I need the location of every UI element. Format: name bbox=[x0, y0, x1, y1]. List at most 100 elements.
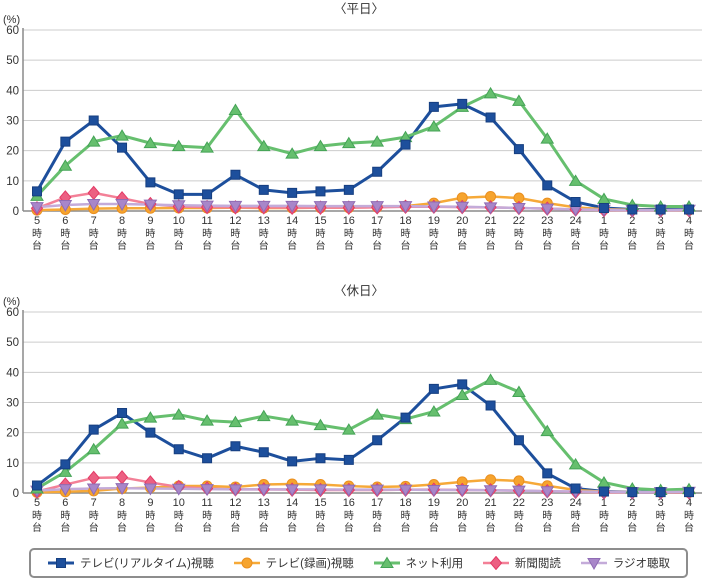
x-tick-hour: 15 bbox=[314, 215, 326, 227]
x-tick-hour: 23 bbox=[541, 215, 553, 227]
x-tick-dai: 台 bbox=[486, 239, 496, 252]
x-tick-dai: 台 bbox=[145, 239, 155, 252]
weekday-chart: 〈平日〉(%)01020304050605時台6時台7時台8時台9時台10時台1… bbox=[3, 2, 702, 252]
legend-item-tv-recorded: テレビ(録画)視聴 bbox=[233, 555, 354, 571]
legend-item-radio: ラジオ聴取 bbox=[580, 555, 670, 571]
y-tick-label: 30 bbox=[6, 116, 19, 128]
data-point-marker bbox=[230, 169, 241, 180]
legend-label: テレビ(リアルタイム)視聴 bbox=[80, 558, 214, 570]
data-point-marker bbox=[372, 166, 383, 177]
x-tick-dai: 台 bbox=[684, 239, 694, 252]
square-marker-icon bbox=[48, 558, 74, 568]
axes bbox=[22, 28, 702, 212]
data-point-marker bbox=[60, 459, 71, 470]
data-point-marker bbox=[200, 414, 214, 426]
data-point-marker bbox=[256, 409, 271, 422]
x-tick-dai: 台 bbox=[627, 239, 637, 252]
x-tick-ji: 時 bbox=[89, 228, 99, 240]
legend-item-tv-realtime: テレビ(リアルタイム)視聴 bbox=[47, 555, 214, 571]
x-tick-hour: 6 bbox=[62, 215, 68, 227]
data-point-marker bbox=[341, 423, 356, 435]
data-point-marker bbox=[513, 435, 524, 446]
data-point-marker bbox=[115, 129, 129, 141]
data-point-marker bbox=[343, 454, 354, 465]
x-tick-ji: 時 bbox=[457, 228, 467, 240]
x-tick-dai: 台 bbox=[174, 521, 184, 534]
x-tick-hour: 23 bbox=[541, 497, 553, 509]
data-point-marker bbox=[684, 487, 694, 498]
x-tick-ji: 時 bbox=[571, 228, 581, 240]
series-line-tv-realtime bbox=[35, 102, 691, 211]
chart-title: 〈休日〉 bbox=[334, 284, 384, 298]
x-tick-hour: 8 bbox=[119, 497, 125, 509]
data-point-marker bbox=[228, 103, 243, 115]
x-tick-ji: 時 bbox=[89, 510, 99, 522]
data-point-marker bbox=[570, 196, 581, 207]
data-point-marker bbox=[540, 203, 555, 216]
x-tick-dai: 台 bbox=[32, 521, 42, 534]
y-tick-label: 20 bbox=[6, 428, 19, 440]
y-tick-label: 10 bbox=[6, 458, 19, 470]
data-point-marker bbox=[115, 417, 129, 429]
x-tick-ji: 時 bbox=[259, 228, 269, 240]
data-point-marker bbox=[370, 135, 385, 147]
data-point-marker bbox=[426, 120, 441, 132]
x-tick-dai: 台 bbox=[429, 521, 439, 534]
data-point-marker bbox=[400, 412, 411, 423]
legend-item-net: ネット利用 bbox=[373, 555, 464, 571]
y-tick-label: 60 bbox=[6, 25, 19, 37]
x-tick-dai: 台 bbox=[259, 239, 269, 252]
x-tick-ji: 時 bbox=[656, 510, 666, 522]
data-point-marker bbox=[173, 444, 184, 455]
data-point-marker bbox=[483, 373, 498, 385]
data-point-marker bbox=[30, 202, 44, 215]
x-tick-ji: 時 bbox=[287, 510, 297, 522]
x-tick-hour: 1 bbox=[601, 215, 607, 227]
data-point-marker bbox=[512, 202, 526, 215]
data-point-marker bbox=[115, 199, 129, 212]
data-point-marker bbox=[256, 200, 271, 213]
data-point-marker bbox=[60, 136, 71, 147]
x-tick-dai: 台 bbox=[117, 521, 127, 534]
data-point-marker bbox=[483, 86, 498, 99]
data-point-marker bbox=[171, 200, 186, 213]
data-point-marker bbox=[86, 442, 101, 455]
x-tick-hour: 6 bbox=[62, 497, 68, 509]
data-point-marker bbox=[540, 486, 555, 499]
x-tick-dai: 台 bbox=[656, 239, 666, 252]
data-point-marker bbox=[398, 484, 413, 497]
data-point-marker bbox=[256, 484, 271, 497]
data-point-marker bbox=[483, 202, 498, 215]
x-tick-dai: 台 bbox=[344, 521, 354, 534]
x-tick-hour: 24 bbox=[569, 497, 581, 509]
data-point-marker bbox=[202, 189, 213, 200]
circle-marker-icon bbox=[233, 557, 260, 569]
x-tick-dai: 台 bbox=[542, 239, 552, 252]
x-tick-hour: 11 bbox=[201, 215, 212, 227]
data-point-marker bbox=[287, 187, 298, 198]
x-tick-ji: 時 bbox=[259, 510, 269, 522]
data-point-marker bbox=[341, 484, 356, 497]
x-tick-hour: 13 bbox=[258, 497, 270, 509]
data-point-marker bbox=[32, 480, 42, 491]
legend-label: ネット利用 bbox=[405, 558, 464, 570]
x-tick-ji: 時 bbox=[571, 510, 581, 522]
tridown-marker-icon bbox=[580, 558, 607, 570]
data-point-marker bbox=[315, 453, 326, 464]
data-point-marker bbox=[540, 132, 555, 144]
data-point-marker bbox=[370, 201, 385, 214]
x-tick-ji: 時 bbox=[401, 510, 411, 522]
data-point-marker bbox=[568, 174, 583, 186]
x-tick-hour: 10 bbox=[173, 497, 185, 509]
gridlines bbox=[23, 29, 702, 182]
x-tick-hour: 10 bbox=[173, 215, 185, 227]
data-point-marker bbox=[58, 484, 73, 497]
x-tick-hour: 21 bbox=[484, 215, 496, 227]
x-tick-ji: 時 bbox=[60, 228, 70, 240]
y-tick-label: 0 bbox=[13, 488, 19, 500]
x-tick-dai: 台 bbox=[372, 521, 382, 534]
x-tick-hour: 14 bbox=[286, 215, 298, 227]
data-point-marker bbox=[540, 424, 555, 437]
data-point-marker bbox=[285, 200, 299, 213]
data-point-marker bbox=[87, 185, 100, 201]
